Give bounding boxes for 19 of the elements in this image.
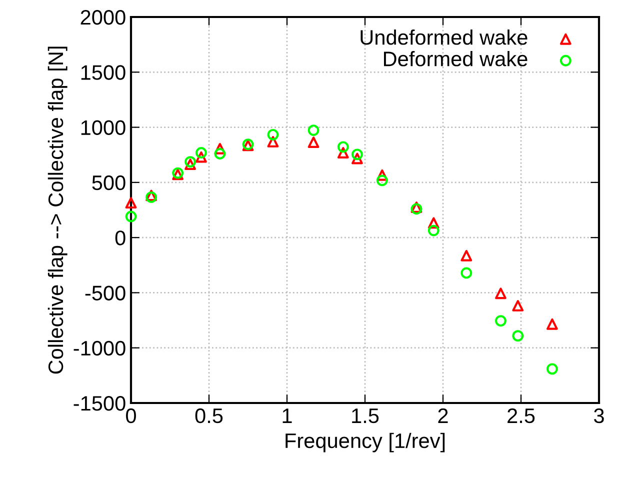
y-tick-label: 1500 [81,65,126,80]
y-tick-label: 1000 [81,120,126,136]
y-tick-label: -1000 [74,340,126,356]
x-tick-label: 3 [594,408,604,424]
y-tick-label: -1500 [74,396,126,411]
x-tick-label: 0.5 [195,408,223,424]
x-tick-label: 2.5 [508,408,535,424]
legend-label: Deformed wake [384,51,528,66]
y-tick-label: 500 [92,175,126,190]
y-axis-title: Collective flap --> Collective flap [N] [48,46,68,374]
y-tick-label: 0 [115,230,126,246]
legend-label: Undeformed wake [360,30,528,45]
x-tick-label: 1 [282,408,292,423]
x-axis-title: Frequency [1/rev] [286,432,445,452]
x-tick-label: 1.5 [352,408,379,424]
x-tick-label: 2 [438,408,448,423]
y-tick-label: -500 [85,286,126,300]
y-tick-label: 2000 [80,10,126,25]
x-tick-label: 0 [126,408,136,424]
